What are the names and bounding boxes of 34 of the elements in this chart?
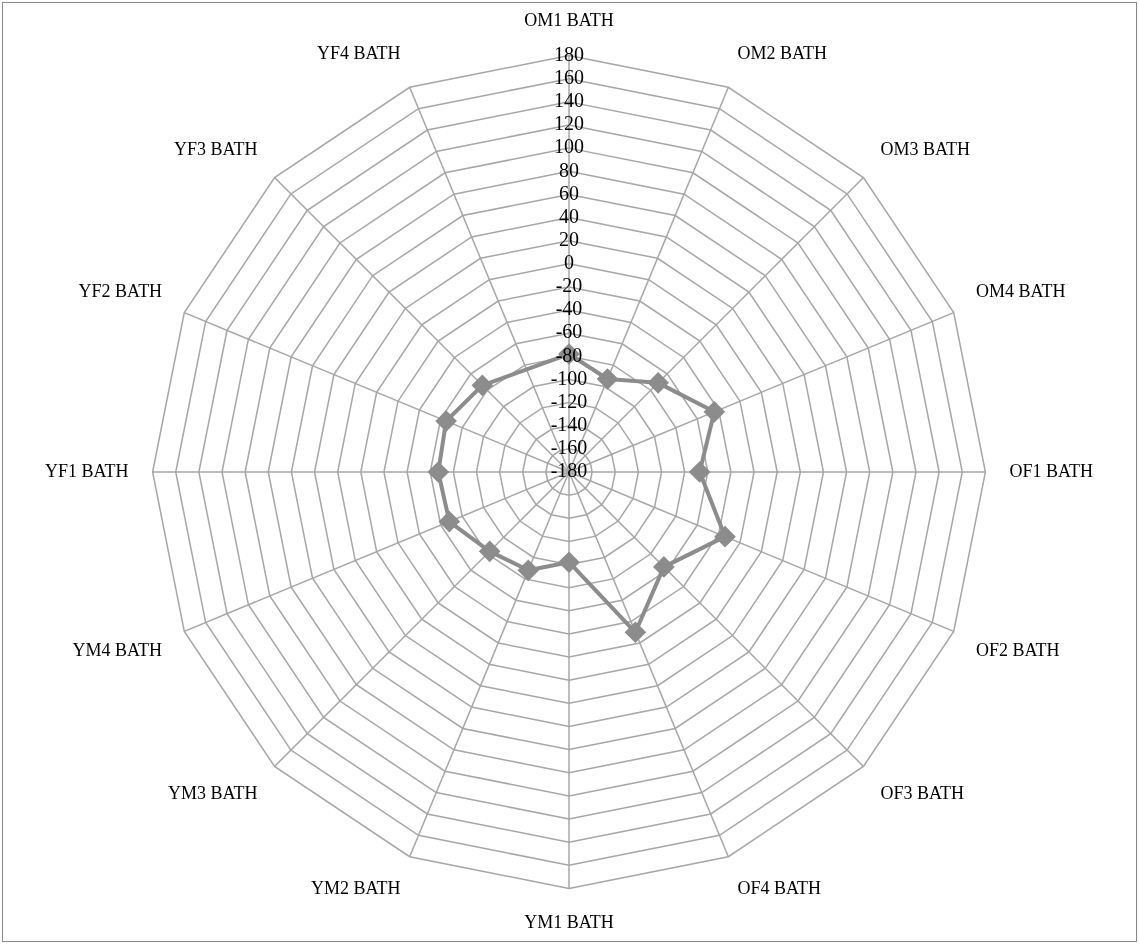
spoke-label: YM1 BATH [524, 911, 614, 932]
y-tick-label: -100 [550, 366, 588, 389]
y-tick-label: -60 [555, 320, 583, 343]
y-tick-label: 80 [559, 158, 579, 181]
spoke-label: OM4 BATH [975, 281, 1066, 302]
y-tick-label: -20 [555, 274, 583, 297]
y-tick-label: -40 [555, 297, 583, 320]
spoke-label: YM3 BATH [168, 782, 258, 803]
y-tick-label: 180 [554, 42, 584, 65]
y-tick-label: 0 [564, 251, 574, 274]
y-tick-label: 60 [559, 181, 579, 204]
y-tick-label: -140 [550, 412, 588, 435]
y-tick-label: -180 [550, 459, 588, 482]
spoke-label: OM1 BATH [524, 9, 614, 30]
spoke-label: YF1 BATH [45, 460, 129, 481]
y-tick-label: -160 [550, 436, 588, 459]
spoke-label: YM2 BATH [310, 878, 401, 899]
spoke-label: YF2 BATH [78, 281, 163, 302]
spoke-label: YF3 BATH [174, 138, 258, 159]
spoke-label: YM4 BATH [72, 640, 163, 661]
y-tick-label: 120 [554, 112, 584, 135]
spoke-label: OM3 BATH [880, 138, 970, 159]
y-tick-label: 140 [554, 89, 584, 112]
spoke-label: OF1 BATH [1009, 460, 1093, 481]
spoke-label: OM2 BATH [737, 43, 828, 64]
spoke-label: OF3 BATH [880, 782, 964, 803]
y-tick-label: 100 [554, 135, 584, 158]
y-tick-label: -120 [550, 389, 588, 412]
spoke-label: OF2 BATH [975, 640, 1060, 661]
y-tick-label: 40 [559, 204, 579, 227]
y-tick-label: 20 [559, 227, 579, 250]
spoke-label: OF4 BATH [737, 878, 822, 899]
y-tick-label: 160 [554, 65, 584, 88]
spoke-label: YF4 BATH [316, 43, 401, 64]
